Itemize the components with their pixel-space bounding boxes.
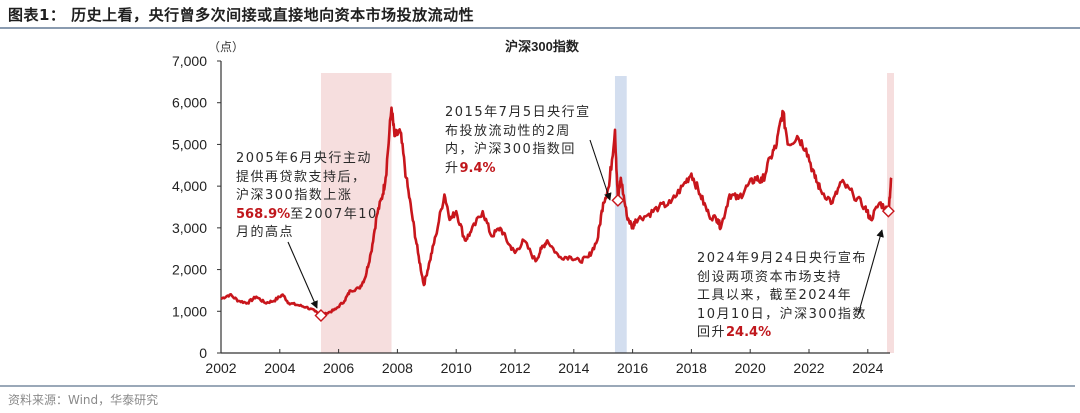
y-tick-label: 6,000 — [172, 95, 207, 111]
event-marker-diamond — [611, 193, 625, 207]
annotation-arrow — [287, 241, 318, 309]
annotation-arrow — [589, 139, 612, 201]
header-divider — [0, 27, 1080, 29]
shaded-region-pink — [320, 73, 392, 353]
figure-title: 图表1： 历史上看，央行曾多次间接或直接地向资本市场投放流动性 — [8, 6, 475, 24]
x-tick-label: 2022 — [793, 360, 824, 376]
event-marker-diamond — [314, 308, 328, 322]
x-tick-label: 2012 — [499, 360, 530, 376]
annotation-arrow — [857, 229, 884, 316]
x-tick-label: 2014 — [558, 360, 589, 376]
y-tick-label: 3,000 — [172, 220, 207, 236]
annotation-2024: 2024年9月24日央行宣布 创设两项资本市场支持 工具以来，截至2024年 1… — [697, 251, 867, 340]
shaded-region-blue — [614, 76, 627, 353]
y-tick-label: 2,000 — [172, 262, 207, 278]
gain-highlight: 24.4% — [726, 325, 772, 340]
y-axis-unit: （点） — [208, 40, 244, 54]
y-tick-label: 0 — [199, 345, 207, 361]
event-marker-diamond — [881, 204, 895, 218]
source-note: 资料来源：Wind，华泰研究 — [8, 393, 159, 407]
x-tick-label: 2004 — [264, 360, 295, 376]
annotation-2015: 2015年7月5日央行宣 布投放流动性的2周 内，沪深300指数回 升9.4% — [445, 105, 591, 176]
annotation-arrows — [287, 139, 884, 316]
x-tick-label: 2008 — [382, 360, 413, 376]
y-tick-label: 1,000 — [172, 303, 207, 319]
x-tick-label: 2018 — [676, 360, 707, 376]
gain-highlight: 9.4% — [459, 160, 496, 176]
axes: 0 1,000 2,000 3,000 4,000 5,000 6,000 7,000 2002… — [172, 53, 890, 376]
x-tick-label: 2024 — [852, 360, 883, 376]
x-tick-label: 2010 — [441, 360, 472, 376]
x-tick-label: 2020 — [735, 360, 766, 376]
footer-divider — [0, 385, 1075, 387]
y-tick-label: 4,000 — [172, 178, 207, 194]
x-tick-label: 2006 — [323, 360, 354, 376]
event-markers — [314, 193, 895, 322]
y-tick-label: 7,000 — [172, 53, 207, 69]
x-tick-label: 2016 — [617, 360, 648, 376]
chart-title: 沪深300指数 — [505, 39, 580, 54]
y-tick-label: 5,000 — [172, 136, 207, 152]
x-tick-label: 2002 — [205, 360, 236, 376]
hs300-series-line — [220, 106, 893, 318]
annotation-2005: 2005年6月央行主动 提供再贷款支持后， 沪深300指数上涨 568.9%至2… — [236, 151, 378, 240]
gain-highlight: 568.9% — [236, 206, 291, 222]
